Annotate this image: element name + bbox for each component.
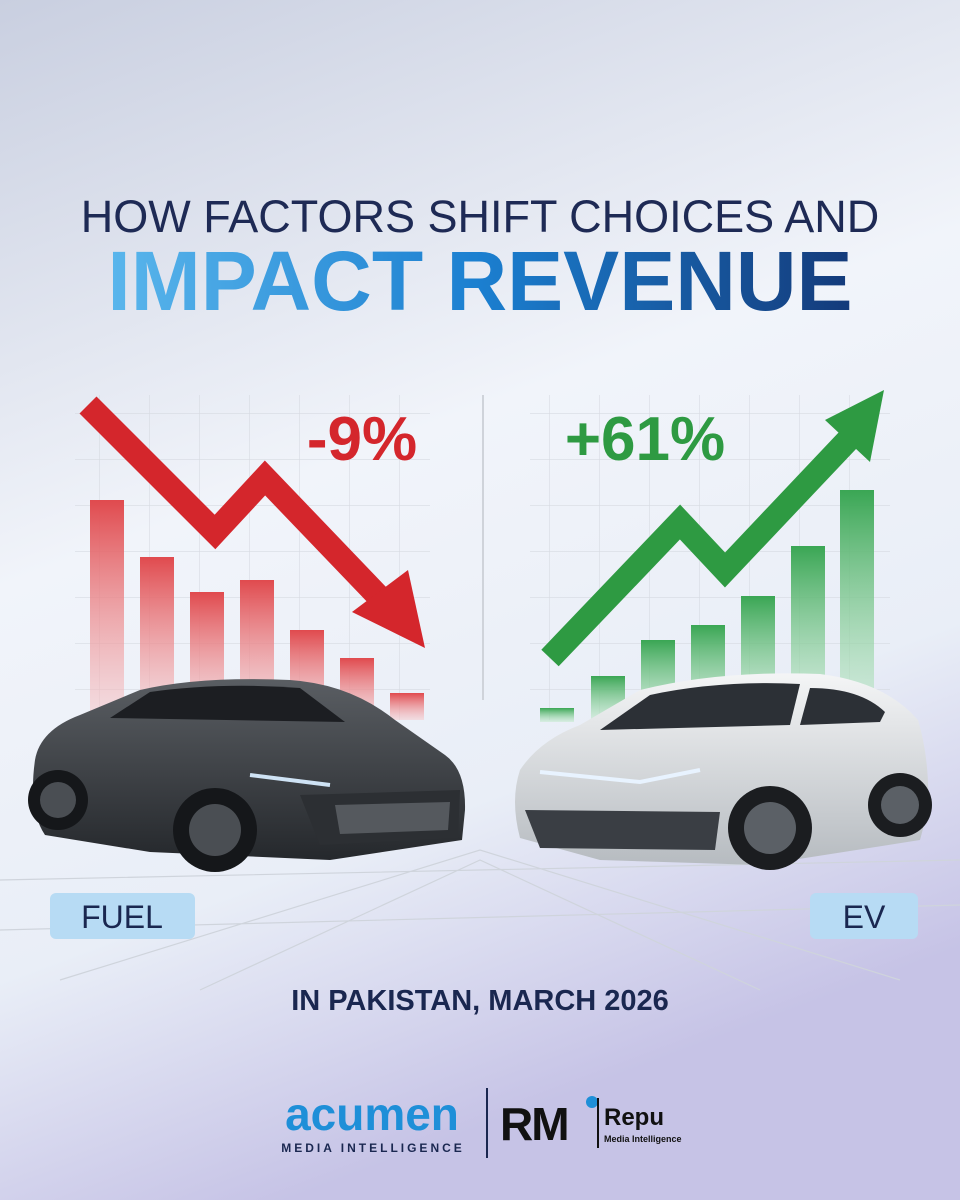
repu-name: Repu <box>604 1104 664 1131</box>
fuel-label-box <box>50 893 195 939</box>
title-line-1: HOW FACTORS SHIFT CHOICES AND <box>81 191 879 242</box>
repu-tagline: Media Intelligence <box>604 1134 682 1144</box>
fuel-car <box>28 679 466 872</box>
rm-dot <box>586 1096 598 1108</box>
acumen-logo: acumen <box>285 1088 459 1140</box>
bar <box>390 693 424 720</box>
up-arrow-head <box>825 390 884 462</box>
down-arrow-head <box>352 570 425 648</box>
ev-label-box <box>810 893 918 939</box>
ev-label: EV <box>843 899 886 935</box>
up-arrow <box>541 431 857 667</box>
fuel-change: -9% <box>307 405 417 474</box>
down-arrow <box>79 396 389 607</box>
caption: IN PAKISTAN, MARCH 2026 <box>291 985 669 1017</box>
ev-car <box>515 673 932 870</box>
ev-change: +61% <box>565 405 725 474</box>
floor-lines <box>0 849 960 991</box>
fuel-label: FUEL <box>81 899 163 935</box>
bar <box>90 500 124 720</box>
acumen-tagline: MEDIA INTELLIGENCE <box>281 1141 465 1155</box>
title-line-2: IMPACT REVENUE <box>107 234 852 328</box>
bar <box>540 708 574 722</box>
rm-mark: RM <box>500 1098 568 1150</box>
